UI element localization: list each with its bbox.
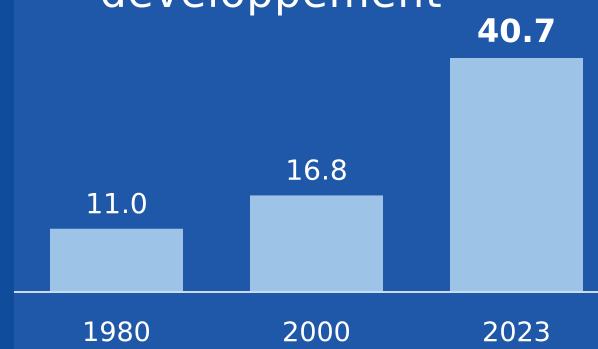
value-label-2000: 16.8 xyxy=(285,153,347,186)
value-label-1980: 11.0 xyxy=(85,187,147,220)
value-label-2023: 40.7 xyxy=(477,12,556,50)
category-label-2023: 2023 xyxy=(482,317,551,348)
bars-group xyxy=(50,58,583,292)
bar-2000 xyxy=(250,195,383,292)
category-label-2000: 2000 xyxy=(282,317,351,348)
bar-1980 xyxy=(50,228,183,292)
chart-title: developpement xyxy=(100,0,460,14)
left-accent-strip xyxy=(0,0,14,349)
bar-2023 xyxy=(450,58,583,292)
category-label-1980: 1980 xyxy=(82,317,151,348)
labels-group: 11.0 1980 16.8 2000 40.7 2023 xyxy=(82,12,556,348)
